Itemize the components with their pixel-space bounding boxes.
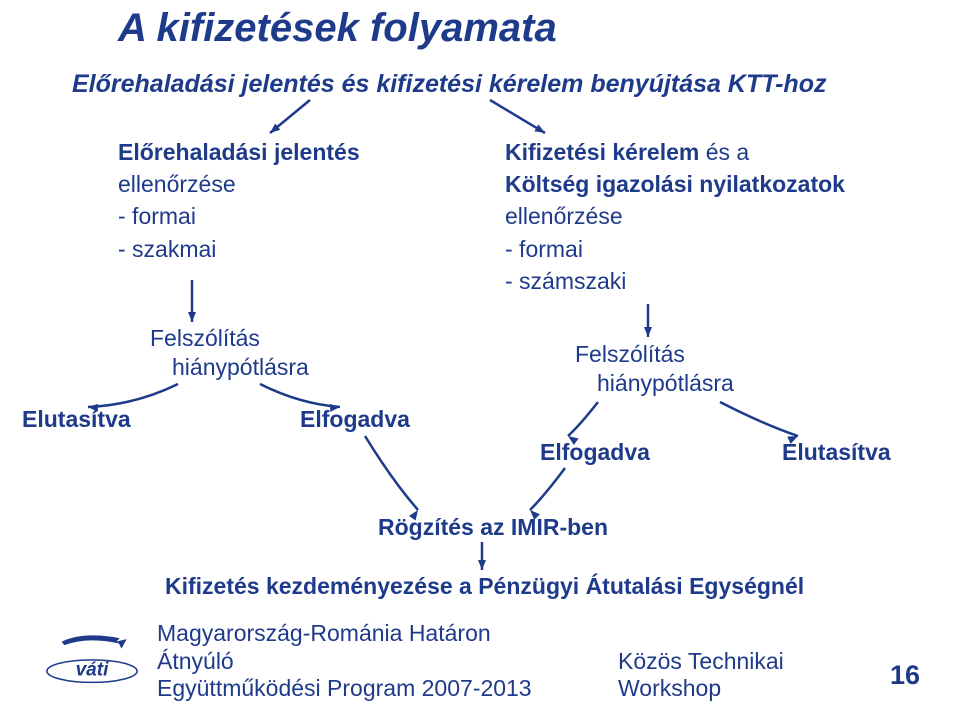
slide-diagram: A kifizetések folyamata Előrehaladási je…	[0, 0, 960, 721]
arrows-svg	[0, 0, 960, 721]
logo-text: váti	[76, 659, 110, 680]
subtitle: Előrehaladási jelentés és kifizetési kér…	[72, 70, 826, 99]
label-felszolitas-right: Felszólításhiánypótlásra	[575, 340, 734, 398]
footer-right: Közös Technikai Workshop	[618, 648, 818, 703]
vati-logo: váti	[38, 633, 146, 685]
footer-right-line2: Workshop	[618, 675, 721, 701]
label-felszolitas-left: Felszólításhiánypótlásra	[150, 324, 309, 382]
footer-right-line1: Közös Technikai	[618, 648, 784, 674]
footer-left-line2: Együttműködési Program 2007-2013	[157, 675, 532, 701]
label-kifizetes: Kifizetés kezdeményezése a Pénzügyi Átut…	[165, 572, 804, 601]
label-rogzites: Rögzítés az IMIR-ben	[378, 513, 608, 542]
left-column: Előrehaladási jelentésellenőrzése- forma…	[118, 136, 360, 265]
page-number: 16	[890, 660, 920, 691]
label-elfogadva-right: Elfogadva	[540, 438, 650, 467]
footer-left-line1: Magyarország-Románia Határon Átnyúló	[157, 620, 491, 674]
right-column: Kifizetési kérelem és aKöltség igazolási…	[505, 136, 845, 297]
label-elutasitva-right: Elutasítva	[782, 438, 891, 467]
label-elutasitva-left: Elutasítva	[22, 405, 131, 434]
page-title: A kifizetések folyamata	[118, 6, 557, 51]
footer-left: Magyarország-Románia Határon Átnyúló Egy…	[157, 620, 557, 703]
label-elfogadva-left: Elfogadva	[300, 405, 410, 434]
